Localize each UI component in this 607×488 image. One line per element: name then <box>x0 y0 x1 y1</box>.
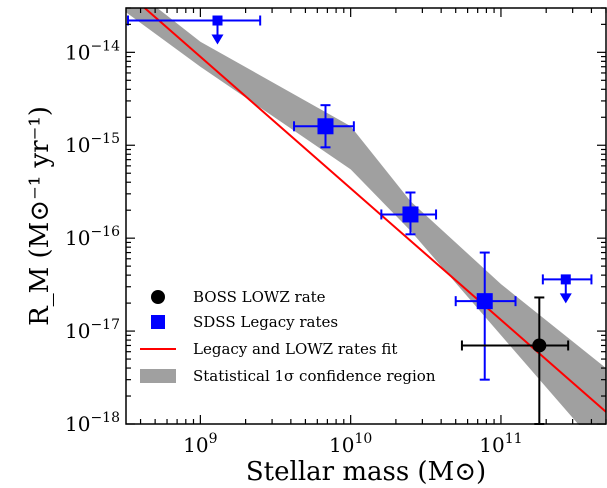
y-tick-label: 10−18 <box>65 410 120 436</box>
fit-line <box>143 8 607 413</box>
y-tick-label: 10−15 <box>65 131 120 157</box>
upper-limit-marker <box>560 274 571 285</box>
upper-limit-arrow <box>559 293 572 304</box>
legend-marker-patch <box>140 369 176 383</box>
y-tick-label: 10−17 <box>65 317 120 343</box>
upper-limit-arrow <box>211 34 224 45</box>
y-tick-label: 10−14 <box>65 38 120 64</box>
legend: BOSS LOWZ rate SDSS Legacy rates Legacy an… <box>140 288 436 385</box>
data-point-square <box>476 293 493 310</box>
legend-label: BOSS LOWZ rate <box>193 288 326 306</box>
y-axis-title: R_M (M⊙⁻¹ yr⁻¹) <box>25 106 55 326</box>
data-point-circle <box>532 338 547 353</box>
y-tick-label: 10−16 <box>65 224 120 250</box>
x-tick-label: 109 <box>183 431 217 457</box>
plot-frame <box>125 7 607 425</box>
plot-area <box>126 8 607 425</box>
confidence-band <box>126 8 606 425</box>
legend-label: Statistical 1σ confidence region <box>193 367 436 385</box>
data-point-square <box>402 206 419 223</box>
legend-label: SDSS Legacy rates <box>193 313 338 331</box>
legend-label: Legacy and LOWZ rates fit <box>193 340 397 358</box>
data-point-square <box>317 118 334 135</box>
x-tick-label: 1010 <box>329 431 372 457</box>
x-tick-label: 1011 <box>479 431 522 457</box>
legend-marker-circle <box>151 290 165 304</box>
plot-overlay: 109 1010 1011 10−18 10−17 10−16 10−15 10−14 Stel… <box>25 7 607 487</box>
legend-marker-square <box>151 315 165 329</box>
x-axis-title: Stellar mass (M⊙) <box>246 457 486 487</box>
upper-limit-marker <box>212 15 223 26</box>
